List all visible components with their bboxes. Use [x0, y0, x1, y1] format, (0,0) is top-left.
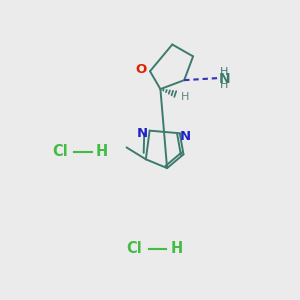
Text: H: H: [170, 241, 182, 256]
Text: H: H: [220, 80, 228, 90]
Text: H: H: [181, 92, 189, 101]
Text: H: H: [220, 67, 228, 76]
Text: Cl: Cl: [52, 144, 68, 159]
Text: O: O: [136, 63, 147, 76]
Text: N: N: [218, 72, 230, 86]
Text: N: N: [180, 130, 191, 143]
Text: Cl: Cl: [126, 241, 142, 256]
Text: N: N: [136, 127, 148, 140]
Text: H: H: [96, 144, 108, 159]
